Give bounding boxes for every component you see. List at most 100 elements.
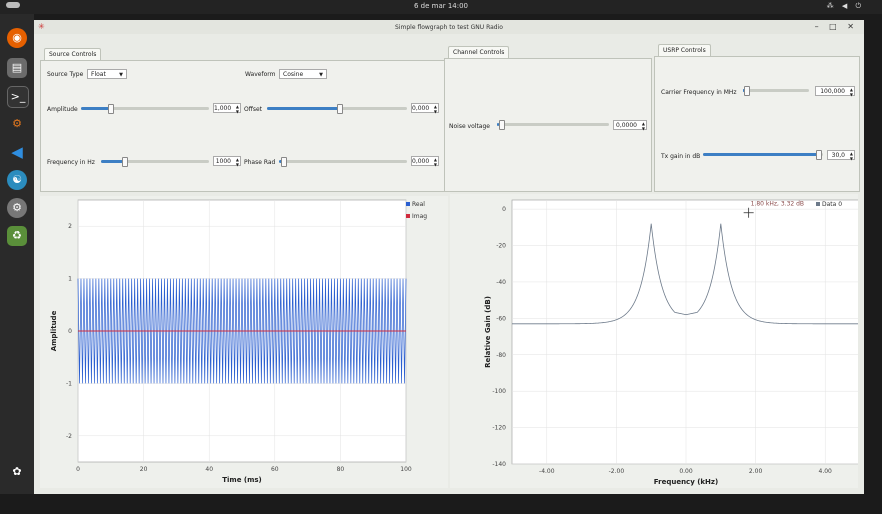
legend-entry: Imag xyxy=(412,213,427,220)
frequency-value: 1000 xyxy=(215,158,231,165)
spin-arrows-icon[interactable]: ▲ ▼ xyxy=(849,151,853,161)
noise-voltage-slider[interactable] xyxy=(497,120,609,130)
show-apps-icon[interactable]: ✿ xyxy=(12,465,22,478)
x-tick-label: 4.00 xyxy=(819,468,833,475)
phase-slider[interactable] xyxy=(279,157,407,167)
tx-gain-spinbox[interactable]: 30,0 ▲ ▼ xyxy=(827,150,855,161)
amplitude-label: Amplitude xyxy=(47,106,78,113)
legend-swatch xyxy=(816,202,820,206)
spin-arrows-icon[interactable]: ▲ ▼ xyxy=(235,157,239,167)
y-tick-label: -40 xyxy=(496,279,506,286)
plot-area xyxy=(511,199,858,465)
x-tick-label: 0 xyxy=(76,466,80,473)
carrier-frequency-label: Carrier Frequency in MHz xyxy=(661,89,737,96)
offset-label: Offset xyxy=(244,106,263,113)
files-icon[interactable]: ▤ xyxy=(7,58,27,78)
frequency-sink-plot[interactable]: 0 -20 -40 -60 -80 -100 -120 -140 -4.00 -2.00 0.00 2… xyxy=(450,194,858,488)
phase-spinbox[interactable]: 0,000 ▲ ▼ xyxy=(411,156,439,167)
usrp-controls-group: Carrier Frequency in MHz 100,000 ▲ ▼ Tx ga… xyxy=(654,56,860,192)
tab-usrp-controls[interactable]: USRP Controls xyxy=(658,44,711,57)
plot-canvas: 2 1 0 -1 -2 0 20 40 60 80 100 Time (ms) Amplitude Rea… xyxy=(40,196,448,488)
x-tick-label: 0.00 xyxy=(679,468,693,475)
frequency-spinbox[interactable]: 1000 ▲ ▼ xyxy=(213,156,241,167)
y-tick-label: -100 xyxy=(492,388,506,395)
y-tick-label: -60 xyxy=(496,315,506,322)
waveform-label: Waveform xyxy=(245,71,276,78)
amplitude-value: 1,000 xyxy=(214,105,232,112)
channel-controls-group: Noise voltage 0,0000 ▲ ▼ xyxy=(444,58,652,192)
offset-slider[interactable] xyxy=(267,104,407,114)
tx-gain-slider[interactable] xyxy=(703,150,823,160)
app-logo-icon: ✳ xyxy=(38,22,45,31)
spin-arrows-icon[interactable]: ▲ ▼ xyxy=(849,87,853,97)
y-tick-label: -2 xyxy=(66,433,72,440)
y-axis-label: Amplitude xyxy=(50,310,58,351)
dock: ◉ ▤ >_ ⚙ ◀ ☯ ⚙ ♻ ✿ xyxy=(0,14,34,494)
y-tick-label: -20 xyxy=(496,243,506,250)
phase-label: Phase Rad xyxy=(244,159,276,166)
settings-icon[interactable]: ⚙ xyxy=(7,198,27,218)
system-top-bar: 6 de mar 14:00 ⁂ ◀ ⏻ xyxy=(0,0,882,14)
x-tick-label: 100 xyxy=(400,466,412,473)
tx-gain-label: Tx gain in dB xyxy=(661,153,701,160)
spin-arrows-icon[interactable]: ▲ ▼ xyxy=(235,104,239,114)
x-tick-label: 60 xyxy=(271,466,279,473)
waveform-combo[interactable]: Cosine ▼ xyxy=(279,69,327,79)
legend-entry: Data 0 xyxy=(822,201,842,208)
noise-voltage-value: 0,0000 xyxy=(616,122,637,129)
x-axis-label: Time (ms) xyxy=(222,476,262,484)
clock[interactable]: 6 de mar 14:00 xyxy=(413,2,469,10)
tx-gain-value: 30,0 xyxy=(831,152,845,159)
amplitude-slider[interactable] xyxy=(81,104,209,114)
legend-swatch xyxy=(406,202,410,206)
y-tick-label: -140 xyxy=(492,461,506,468)
y-tick-label: 2 xyxy=(68,223,72,230)
y-tick-label: -120 xyxy=(492,425,506,432)
terminal-icon[interactable]: >_ xyxy=(7,86,29,108)
y-axis-label: Relative Gain (dB) xyxy=(484,296,492,368)
offset-spinbox[interactable]: 0,000 ▲ ▼ xyxy=(411,103,439,114)
time-sink-plot[interactable]: 2 1 0 -1 -2 0 20 40 60 80 100 Time (ms) Amplitude Rea… xyxy=(40,196,448,488)
chevron-down-icon: ▼ xyxy=(319,72,323,78)
carrier-frequency-spinbox[interactable]: 100,000 ▲ ▼ xyxy=(815,86,855,97)
noise-voltage-label: Noise voltage xyxy=(449,123,490,130)
offset-value: 0,000 xyxy=(412,105,430,112)
tab-source-controls[interactable]: Source Controls xyxy=(44,48,102,61)
y-tick-label: 1 xyxy=(68,276,72,283)
frequency-slider[interactable] xyxy=(101,157,209,167)
amplitude-spinbox[interactable]: 1,000 ▲ ▼ xyxy=(213,103,241,114)
title-bar[interactable]: ✳ Simple flowgraph to test GNU Radio – □… xyxy=(34,20,864,34)
carrier-frequency-slider[interactable] xyxy=(743,86,809,96)
trash-icon[interactable]: ♻ xyxy=(7,226,27,246)
firefox-icon[interactable]: ◉ xyxy=(7,28,27,48)
y-tick-label: -1 xyxy=(66,380,72,387)
x-tick-label: 20 xyxy=(140,466,148,473)
window-title: Simple flowgraph to test GNU Radio xyxy=(395,24,503,31)
legend-swatch xyxy=(406,214,410,218)
x-tick-label: 2.00 xyxy=(749,468,763,475)
spin-arrows-icon[interactable]: ▲ ▼ xyxy=(433,157,437,167)
y-tick-label: 0 xyxy=(502,206,506,213)
source-type-combo[interactable]: Float ▼ xyxy=(87,69,127,79)
chevron-down-icon: ▼ xyxy=(119,72,123,78)
tab-channel-controls[interactable]: Channel Controls xyxy=(448,46,510,59)
series-line-real xyxy=(77,278,407,384)
y-tick-label: 0 xyxy=(68,328,72,335)
phase-value: 0,000 xyxy=(412,158,430,165)
spin-arrows-icon[interactable]: ▲ ▼ xyxy=(641,121,645,131)
app-icon[interactable]: ☯ xyxy=(7,170,27,190)
gnuradio-icon[interactable]: ⚙ xyxy=(12,117,22,130)
window-controls[interactable]: – □ ✕ xyxy=(814,22,858,31)
spin-arrows-icon[interactable]: ▲ ▼ xyxy=(433,104,437,114)
vscode-icon[interactable]: ◀ xyxy=(11,143,23,161)
x-tick-label: 80 xyxy=(337,466,345,473)
series-line-data-0 xyxy=(512,223,858,325)
noise-voltage-spinbox[interactable]: 0,0000 ▲ ▼ xyxy=(613,120,647,131)
source-type-value: Float xyxy=(91,71,106,78)
plot-canvas: 0 -20 -40 -60 -80 -100 -120 -140 -4.00 -2.00 0.00 2… xyxy=(450,194,858,488)
system-tray[interactable]: ⁂ ◀ ⏻ xyxy=(826,2,864,10)
x-tick-label: 40 xyxy=(205,466,213,473)
source-type-label: Source Type xyxy=(47,71,84,78)
activities-button[interactable] xyxy=(6,2,20,8)
marker-readout: 1.80 kHz, 3.32 dB xyxy=(751,201,804,208)
